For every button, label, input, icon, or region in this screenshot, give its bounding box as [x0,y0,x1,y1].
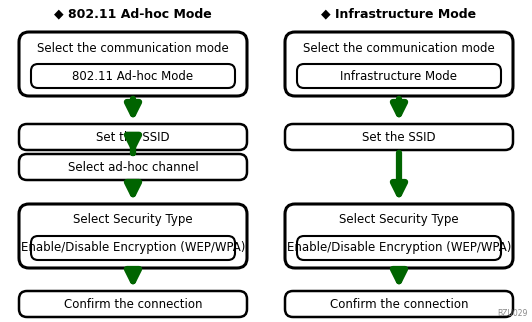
Text: ◆ 802.11 Ad-hoc Mode: ◆ 802.11 Ad-hoc Mode [54,7,212,21]
Text: Select Security Type: Select Security Type [73,213,193,226]
FancyBboxPatch shape [19,154,247,180]
Text: Enable/Disable Encryption (WEP/WPA): Enable/Disable Encryption (WEP/WPA) [21,242,245,254]
Text: BZU029: BZU029 [497,309,528,318]
FancyBboxPatch shape [31,236,235,260]
Text: Infrastructure Mode: Infrastructure Mode [340,70,458,82]
Text: Select the communication mode: Select the communication mode [303,42,495,54]
Text: Select Security Type: Select Security Type [339,213,459,226]
FancyBboxPatch shape [19,204,247,268]
Text: Set the SSID: Set the SSID [96,130,170,144]
FancyBboxPatch shape [285,32,513,96]
FancyBboxPatch shape [285,291,513,317]
Text: Select ad-hoc channel: Select ad-hoc channel [68,160,198,174]
Text: 802.11 Ad-hoc Mode: 802.11 Ad-hoc Mode [72,70,194,82]
FancyBboxPatch shape [19,291,247,317]
FancyBboxPatch shape [19,124,247,150]
Text: Confirm the connection: Confirm the connection [64,298,202,310]
FancyBboxPatch shape [19,32,247,96]
Text: ◆ Infrastructure Mode: ◆ Infrastructure Mode [321,7,477,21]
FancyBboxPatch shape [285,204,513,268]
FancyBboxPatch shape [285,124,513,150]
Text: Confirm the connection: Confirm the connection [330,298,468,310]
FancyBboxPatch shape [297,236,501,260]
FancyBboxPatch shape [31,64,235,88]
Text: Set the SSID: Set the SSID [362,130,436,144]
Text: Select the communication mode: Select the communication mode [37,42,229,54]
Text: Enable/Disable Encryption (WEP/WPA): Enable/Disable Encryption (WEP/WPA) [287,242,511,254]
FancyBboxPatch shape [297,64,501,88]
